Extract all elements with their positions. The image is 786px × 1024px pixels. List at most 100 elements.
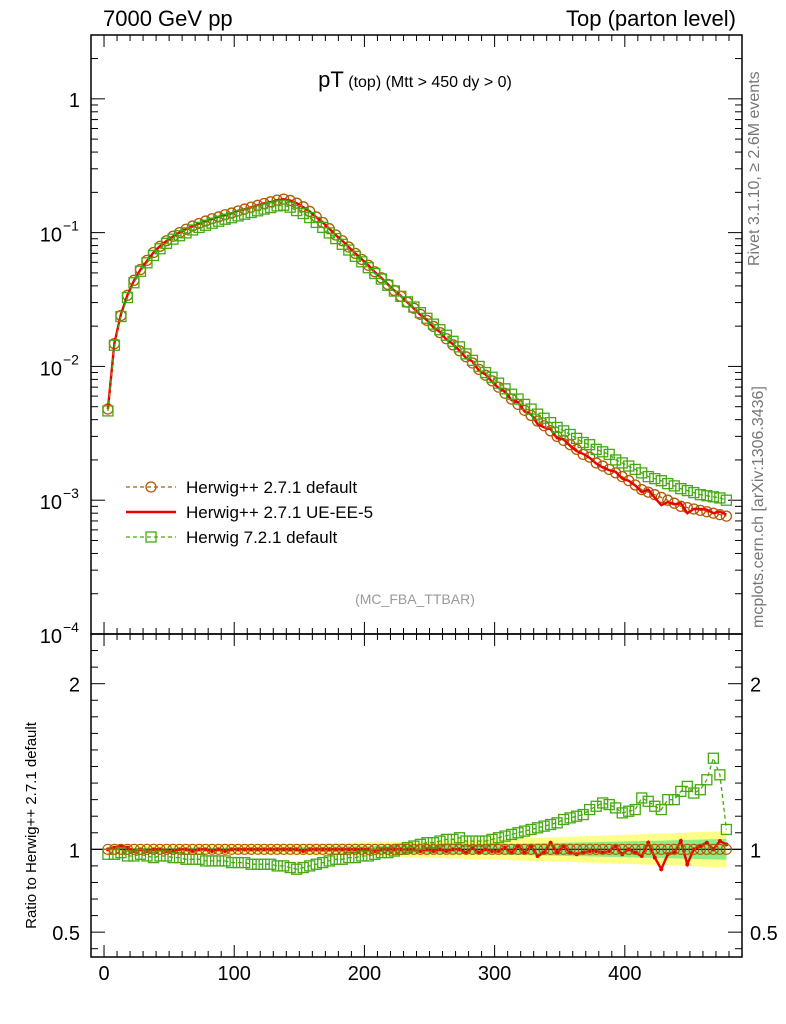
ratio-point-0 [268, 847, 273, 852]
ratio-point-1 [557, 813, 570, 826]
ratio-point-reference [356, 843, 368, 855]
ratio-point-0 [483, 847, 488, 852]
ratio-point-reference [258, 843, 270, 855]
ratio-point-1 [323, 855, 335, 867]
ratio-point-1 [649, 800, 661, 812]
ratio-point-1 [160, 850, 173, 862]
ratio-point-0 [711, 847, 716, 852]
ratio-point-0 [626, 847, 631, 852]
ratio-point-1 [518, 825, 531, 837]
ratio-point-1 [252, 858, 264, 870]
ratio-point-reference [466, 843, 479, 855]
ratio-point-1 [570, 810, 583, 822]
ratio-point-0 [613, 844, 618, 849]
ratio-point-reference [297, 843, 309, 855]
ratio-point-1 [212, 855, 225, 867]
series-point-0 [584, 451, 596, 463]
series-point-2 [225, 212, 238, 224]
ratio-point-1 [466, 835, 479, 847]
ratio-point-0 [639, 853, 644, 858]
ratio-point-0 [333, 847, 338, 852]
ratio-point-1 [304, 860, 316, 872]
series-point-2 [265, 201, 277, 214]
series-point-2 [167, 233, 179, 245]
series-point-2 [681, 484, 693, 497]
ratio-y-tick-label: 1 [69, 840, 80, 862]
ratio-point-reference [362, 843, 374, 855]
ratio-point-0 [704, 840, 709, 845]
series-point-2 [720, 494, 733, 506]
ratio-point-0 [633, 850, 638, 855]
ratio-point-reference [421, 843, 433, 855]
ratio-point-1 [531, 822, 544, 834]
series-point-2 [284, 201, 296, 213]
ratio-point-reference [206, 843, 218, 855]
series-point-0 [597, 460, 609, 472]
header-right-label: Top (parton level) [566, 6, 736, 31]
ratio-point-1 [492, 832, 505, 844]
ratio-point-1 [662, 793, 674, 806]
series-point-2 [173, 230, 186, 242]
header-left-label: 7000 GeV pp [103, 6, 233, 31]
ratio-point-1 [584, 803, 596, 816]
series-point-2 [408, 301, 420, 313]
ratio-point-1 [694, 784, 706, 796]
series-point-2 [473, 360, 485, 373]
series-point-2 [206, 217, 218, 229]
ratio-point-1 [427, 837, 440, 849]
ratio-point-reference [369, 843, 381, 855]
ratio-point-1 [349, 851, 361, 864]
ratio-point-reference [545, 843, 557, 855]
series-point-2 [134, 265, 147, 277]
series-point-0 [590, 457, 602, 469]
ratio-point-0 [691, 847, 696, 852]
ratio-point-reference [154, 843, 166, 855]
ratio-point-1 [505, 828, 518, 841]
ratio-y-tick-label-right: 1 [750, 840, 761, 862]
ratio-point-0 [476, 850, 481, 855]
ratio-point-0 [522, 850, 527, 855]
series-point-2 [714, 492, 726, 504]
ratio-point-1 [668, 793, 680, 806]
ratio-point-0 [516, 844, 521, 849]
ratio-point-1 [629, 803, 641, 816]
ratio-point-reference [597, 843, 609, 855]
ratio-point-0 [288, 847, 293, 852]
ratio-point-reference [577, 843, 589, 855]
series-line-2 [107, 204, 727, 501]
ratio-point-0 [600, 850, 605, 855]
ratio-point-0 [314, 847, 319, 852]
series-point-2 [219, 213, 231, 225]
series-point-2 [278, 199, 290, 211]
legend-label-2: Herwig 7.2.1 default [186, 528, 337, 547]
ratio-point-0 [678, 839, 683, 844]
ratio-point-0 [197, 847, 202, 852]
series-point-0 [610, 467, 622, 479]
ratio-point-1 [453, 832, 466, 844]
series-point-0 [525, 409, 537, 422]
y-tick-label: 10 [40, 626, 62, 648]
ratio-point-reference [401, 843, 413, 855]
ratio-point-1 [525, 823, 537, 836]
series-point-0 [675, 500, 687, 512]
series-point-0 [603, 463, 615, 476]
ratio-point-reference [584, 843, 596, 855]
ratio-point-1 [408, 840, 420, 852]
ratio-point-reference [610, 843, 622, 855]
series-point-2 [238, 208, 251, 220]
series-point-0 [662, 494, 674, 506]
ratio-point-reference [141, 843, 153, 855]
analysis-watermark: (MC_FBA_TTBAR) [355, 591, 475, 607]
ratio-point-reference [180, 843, 192, 855]
ratio-point-1 [297, 861, 309, 874]
series-point-2 [629, 463, 641, 476]
ratio-point-1 [154, 850, 166, 862]
ratio-point-reference [427, 843, 439, 855]
ratio-point-0 [294, 847, 299, 852]
ratio-point-reference [603, 843, 615, 855]
ratio-point-reference [115, 843, 127, 855]
y-tick-exponent: −2 [63, 351, 79, 367]
series-point-2 [649, 472, 661, 485]
ratio-point-reference [395, 843, 407, 855]
